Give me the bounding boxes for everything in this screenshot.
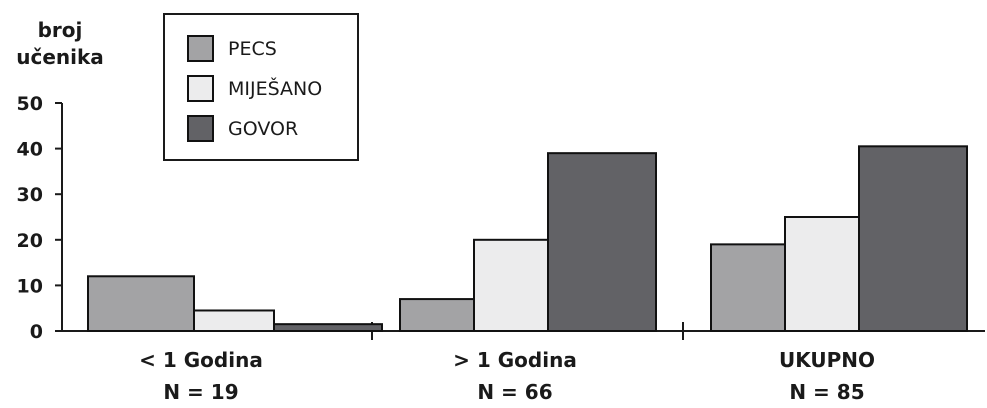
legend-swatch	[187, 115, 214, 142]
legend-label: GOVOR	[228, 118, 298, 140]
y-tick-label: 30	[17, 184, 43, 206]
bar-govor-1	[273, 323, 383, 333]
legend: PECS MIJEŠANO GOVOR	[163, 13, 359, 161]
x-category-label: < 1 Godina	[139, 348, 263, 372]
y-tick-label: 10	[17, 275, 43, 297]
bar-pecs-1	[87, 275, 195, 332]
bar-mije-ano-3	[784, 216, 860, 332]
bar-govor-3	[858, 145, 968, 332]
y-tick-label: 40	[17, 139, 43, 161]
legend-swatch	[187, 75, 214, 102]
x-category-label: > 1 Godina	[453, 348, 577, 372]
y-tick-label: 0	[30, 321, 43, 343]
bar-mije-ano-1	[193, 309, 275, 333]
bar-pecs-3	[710, 243, 786, 332]
bar-govor-2	[547, 152, 657, 332]
x-category-count: N = 19	[163, 380, 238, 404]
legend-label: MIJEŠANO	[228, 76, 322, 100]
legend-label: PECS	[228, 38, 277, 60]
y-axis-label: broj učenika	[16, 18, 104, 69]
x-category-label: UKUPNO	[779, 348, 875, 372]
x-category-count: N = 66	[477, 380, 552, 404]
y-axis-title-line: broj	[38, 18, 83, 42]
category-labels: < 1 Godina N = 19 > 1 Godina N = 66 UKUPNO N …	[139, 348, 875, 404]
bar-pecs-2	[399, 298, 475, 332]
y-tick-label: 50	[17, 93, 43, 115]
y-axis-title-line: učenika	[16, 45, 104, 69]
bars	[87, 145, 968, 333]
y-tick-label: 20	[17, 230, 43, 252]
legend-swatch	[187, 35, 214, 62]
x-category-count: N = 85	[789, 380, 864, 404]
bar-mije-ano-2	[473, 238, 549, 332]
